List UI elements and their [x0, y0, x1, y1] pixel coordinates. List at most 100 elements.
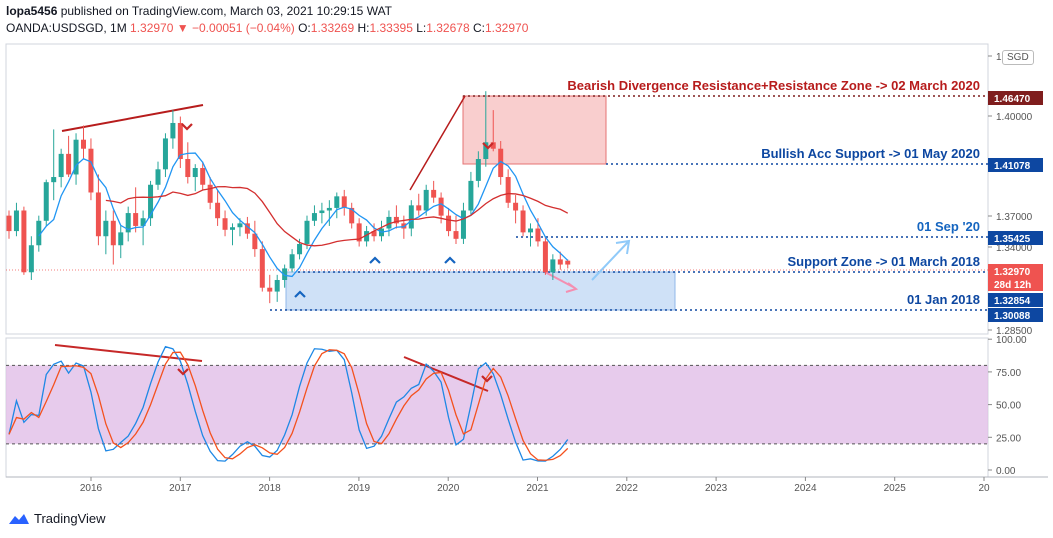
time-tick-label: 2017 — [169, 483, 192, 494]
tradingview-logo[interactable]: TradingView — [8, 511, 106, 526]
divergence-line-stoch-1 — [54, 344, 203, 362]
candle-body — [267, 287, 273, 292]
candle-body — [43, 182, 49, 221]
stoch-band — [6, 365, 988, 444]
candle-body — [408, 205, 414, 229]
candle-body — [177, 122, 183, 160]
candle-body — [148, 184, 154, 219]
chevron-up-icon — [444, 256, 456, 264]
time-tick-label: 2020 — [437, 483, 460, 494]
candle-body — [557, 259, 563, 265]
support-zone — [285, 271, 676, 311]
candle-body — [58, 153, 64, 178]
candle-body — [416, 205, 422, 211]
candle-body — [334, 196, 340, 208]
projection-down-arrow — [544, 271, 579, 293]
close-value: 1.32970 — [484, 21, 529, 35]
high-label: H: — [357, 21, 370, 35]
candle-body — [13, 210, 19, 232]
time-tick-label: 2016 — [80, 483, 103, 494]
candle-body — [490, 142, 496, 149]
candle-body — [498, 148, 504, 178]
chevron-down-icon — [482, 142, 494, 150]
candle-body — [133, 213, 139, 226]
time-tick-label: 2022 — [616, 483, 639, 494]
stoch-tick-label: 50.00 — [996, 401, 1021, 412]
stoch-d-line — [8, 349, 569, 461]
candle-body — [386, 216, 392, 229]
candle-body — [371, 231, 377, 237]
candle-body — [274, 279, 280, 292]
candle-body — [364, 231, 370, 242]
author[interactable]: lopa5456 — [6, 4, 58, 18]
time-tick-label: 20 — [978, 483, 990, 494]
high-value: 1.33395 — [369, 21, 413, 35]
chevron-down-icon — [481, 375, 493, 383]
candle-body — [475, 159, 481, 181]
candle-body — [200, 168, 206, 185]
annotation-2: 01 Sep '20 — [917, 219, 980, 234]
price-label-1: 1.41078 — [988, 158, 1043, 172]
candle-body — [252, 233, 258, 250]
close-label: C: — [472, 21, 485, 35]
price-tick-label: 1.40000 — [996, 112, 1033, 123]
candle-body — [88, 148, 94, 193]
stoch-tick-label: 100.00 — [996, 335, 1027, 346]
divergence-line-stoch-2 — [403, 356, 489, 392]
candle-body — [162, 138, 168, 170]
candle-body — [222, 218, 228, 230]
candle-body — [460, 210, 466, 239]
candle-body — [110, 220, 116, 246]
candle-body — [349, 207, 355, 224]
price-tick-label: 1.37000 — [996, 212, 1033, 223]
candle-body — [393, 216, 399, 224]
open-value: 1.33269 — [310, 21, 355, 35]
candle-body — [140, 218, 146, 226]
candle-body — [542, 241, 548, 273]
publish-line: lopa5456 published on TradingView.com, M… — [6, 4, 392, 18]
candle-body — [125, 213, 131, 233]
chevron-up-icon — [294, 290, 306, 298]
candle-body — [215, 202, 221, 219]
low-label: L: — [416, 21, 427, 35]
candle-body — [311, 213, 317, 221]
candle-body — [73, 139, 79, 175]
symbol[interactable]: OANDA:USDSGD, 1M — [6, 21, 127, 35]
candle-body — [237, 223, 243, 228]
chevron-down-icon — [177, 368, 189, 376]
candle-body — [319, 210, 325, 214]
time-tick-label: 2023 — [705, 483, 728, 494]
price-tick-label: 1.28500 — [996, 326, 1033, 337]
tradingview-icon — [9, 513, 29, 524]
candle-body — [565, 260, 571, 265]
annotation-1: Bullish Acc Support -> 01 May 2020 — [761, 146, 980, 161]
price-label-text: 1.32970 — [994, 267, 1031, 278]
candle-body — [326, 207, 332, 211]
candle-body — [513, 202, 519, 211]
candle-body — [28, 245, 34, 273]
annotation-4: 01 Jan 2018 — [907, 292, 980, 307]
open-label: O: — [298, 21, 311, 35]
slow-moving-average — [105, 185, 569, 247]
candle-body — [207, 184, 213, 203]
currency-badge[interactable]: SGD — [1002, 50, 1034, 65]
candle-body — [483, 142, 489, 160]
candle-body — [51, 177, 57, 183]
candle-body — [431, 189, 437, 198]
candle-body — [468, 180, 474, 211]
candle-body — [438, 197, 444, 216]
price-label-text: 1.46470 — [994, 94, 1031, 105]
candle-body — [356, 223, 362, 242]
candle-body — [446, 215, 452, 232]
price-pane — [5, 43, 989, 335]
candle-body — [282, 268, 288, 280]
stoch-tick-label: 0.00 — [996, 466, 1016, 477]
divergence-line-price-2 — [409, 95, 466, 191]
price-label-text: 1.35425 — [994, 234, 1031, 245]
candle-body — [170, 122, 176, 139]
brand-name: TradingView — [34, 511, 106, 526]
candle-body — [6, 215, 12, 232]
candle-body — [230, 227, 235, 230]
price-label-text: 1.32854 — [994, 296, 1031, 307]
